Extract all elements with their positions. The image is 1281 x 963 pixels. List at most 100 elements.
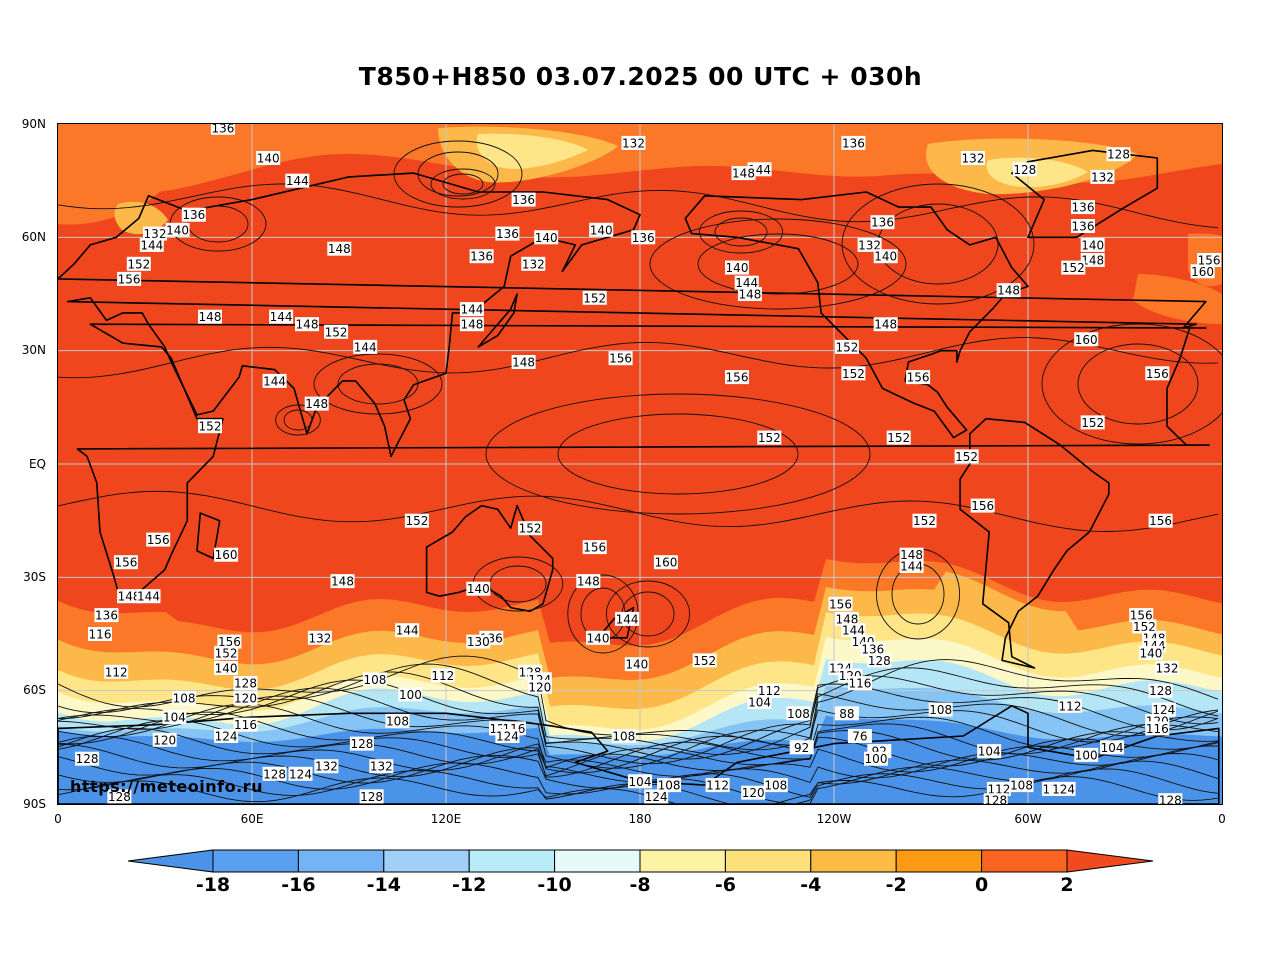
- contour-label: 144: [900, 560, 923, 574]
- contour-label-bg: [1074, 332, 1099, 347]
- contour-label-bg: [288, 766, 313, 781]
- contour-label-bg: [834, 611, 859, 626]
- contour-label: 128: [1107, 148, 1130, 162]
- contour-label: 112: [1059, 699, 1082, 713]
- contour-label: 152: [955, 450, 978, 464]
- contour-label-bg: [611, 729, 636, 743]
- contour-label: 144: [286, 174, 309, 188]
- contour-label-bg: [269, 309, 294, 324]
- colorbar-swatch: [895, 849, 983, 873]
- contour-label-bg: [996, 283, 1021, 298]
- contour-label-bg: [1009, 778, 1034, 793]
- contour-label: 140: [215, 662, 238, 676]
- contour-label-bg: [349, 736, 374, 751]
- contour-label-bg: [589, 222, 614, 237]
- contour-label: 116: [89, 628, 112, 642]
- contour-label-bg: [1080, 237, 1105, 252]
- contour-label: 136: [1072, 201, 1095, 215]
- contour-label: 128: [868, 654, 891, 668]
- contour-label: 140: [467, 582, 490, 596]
- contour-label: 124: [215, 730, 238, 744]
- contour-label-bg: [314, 759, 339, 774]
- contour-label-bg: [1071, 219, 1095, 233]
- lat-label-30s: 30S: [23, 570, 46, 584]
- contour-label: 140: [625, 658, 648, 672]
- contour-label-bg: [466, 581, 491, 596]
- contour-label: 152: [1062, 261, 1085, 275]
- contour-label-bg: [1151, 702, 1176, 717]
- contour-label: 152: [693, 654, 716, 668]
- contour-label: 148: [199, 310, 222, 324]
- contour-label-bg: [757, 430, 782, 445]
- contour-label-bg: [1012, 162, 1037, 177]
- contour-label: 148: [738, 288, 761, 302]
- contour-label-bg: [117, 271, 142, 286]
- contour-label-bg: [327, 241, 352, 256]
- contour-label-bg: [511, 355, 536, 369]
- contour-label: 132: [308, 631, 331, 645]
- contour-label: 148: [460, 318, 483, 332]
- contour-label: 128: [360, 790, 383, 804]
- contour-label-bg: [1148, 513, 1173, 528]
- contour-label: 104: [629, 775, 652, 789]
- contour-label-bg: [324, 324, 349, 339]
- colorbar-tick-label: -2: [885, 874, 907, 896]
- contour-label: 104: [978, 745, 1001, 759]
- contour-label-bg: [181, 207, 206, 222]
- contour-label: 112: [987, 782, 1010, 796]
- contour-label: 152: [835, 340, 858, 354]
- colorbar-tick-label: -6: [714, 874, 736, 896]
- contour-label-bg: [1100, 740, 1125, 755]
- contour-label-bg: [534, 230, 559, 245]
- contour-label-bg: [233, 676, 258, 691]
- contour-label: 156: [114, 556, 137, 570]
- contour-label: 100: [865, 752, 888, 766]
- contour-label: 152: [913, 514, 936, 528]
- contour-label: 144: [460, 303, 483, 317]
- contour-label-bg: [692, 653, 717, 668]
- contour-label: 148: [874, 318, 897, 332]
- contour-label: 132: [1091, 170, 1114, 184]
- contour-label: 104: [163, 711, 186, 725]
- contour-label-bg: [763, 778, 788, 793]
- lat-label-90s: 90S: [23, 797, 46, 811]
- contour-label-bg: [146, 532, 171, 547]
- contour-label-bg: [624, 657, 649, 672]
- contour-label: 128: [108, 790, 131, 804]
- contour-label-bg: [75, 751, 100, 766]
- contour-label-bg: [725, 370, 749, 385]
- contour-label-bg: [608, 351, 633, 366]
- contour-label: 148: [118, 590, 141, 604]
- colorbar-tick-label: -12: [452, 874, 487, 896]
- arctic-cool-patch: [1133, 274, 1222, 324]
- contour-label-bg: [404, 513, 429, 528]
- contour-label-bg: [1158, 793, 1183, 804]
- contour-label: 156: [609, 352, 632, 366]
- colorbar-tick-label: -16: [281, 874, 316, 896]
- contour-label: 100: [1075, 748, 1098, 762]
- contour-label-bg: [1145, 366, 1170, 381]
- contour-label-bg: [362, 672, 387, 687]
- contour-label-bg: [398, 687, 423, 702]
- lon-label-0: 0: [54, 812, 62, 826]
- chart-title: T850+H850 03.07.2025 00 UTC + 030h: [358, 62, 923, 91]
- contour-label-bg: [977, 744, 1002, 759]
- contour-label: 156: [118, 272, 141, 286]
- contour-label: 140: [166, 223, 189, 237]
- contour-label-bg: [841, 135, 866, 150]
- contour-label-bg: [262, 766, 287, 781]
- contour-label-bg: [757, 683, 782, 698]
- contour-label-bg: [873, 317, 898, 332]
- contour-label-bg: [789, 740, 814, 755]
- contour-label: 148: [296, 318, 319, 332]
- colorbar-swatch: [297, 849, 385, 873]
- contour-label-bg: [886, 430, 911, 445]
- contour-label-bg: [834, 339, 859, 354]
- contour-label-bg: [126, 256, 151, 271]
- contour-label: 136: [861, 643, 884, 657]
- contour-label-bg: [857, 237, 882, 252]
- contour-label: 100: [399, 688, 422, 702]
- japan: [477, 293, 518, 348]
- contour-label-bg: [841, 623, 866, 638]
